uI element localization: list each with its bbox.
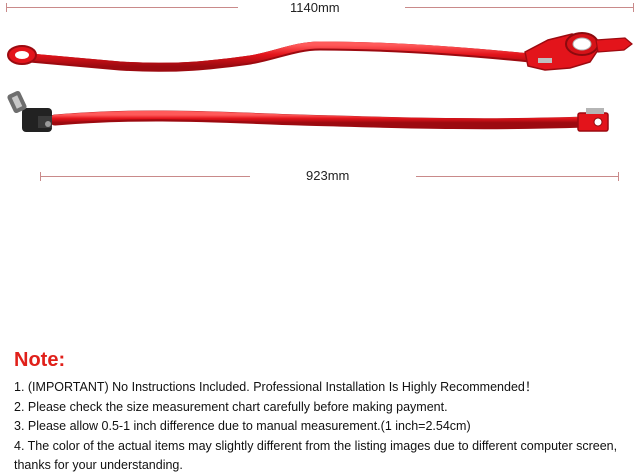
- bottom-dim-right-tick: [618, 172, 619, 181]
- note-item-1: 1. (IMPORTANT) No Instructions Included.…: [14, 380, 538, 394]
- bottom-dim-right-line: [416, 176, 618, 177]
- note-heading: Note:: [14, 349, 66, 371]
- bottom-dim-label: 923mm: [306, 168, 350, 183]
- note-item-3: 3. Please allow 0.5-1 inch difference du…: [14, 419, 471, 433]
- note-item-4: 4. The color of the actual items may sli…: [14, 438, 618, 473]
- bottom-dim-left-line: [40, 176, 250, 177]
- top-dim-right-tick: [633, 3, 634, 12]
- note-list: 1. (IMPORTANT) No Instructions Included.…: [14, 378, 630, 476]
- top-dim-right-line: [405, 7, 633, 8]
- note-item-2: 2. Please check the size measurement cha…: [14, 399, 448, 414]
- upper-rod: [7, 32, 633, 72]
- top-dim-label: 1140mm: [290, 0, 340, 15]
- lower-rod: [7, 90, 609, 132]
- shifter-linkage-rods-icon: [7, 32, 633, 132]
- top-dim-left-line: [6, 7, 238, 8]
